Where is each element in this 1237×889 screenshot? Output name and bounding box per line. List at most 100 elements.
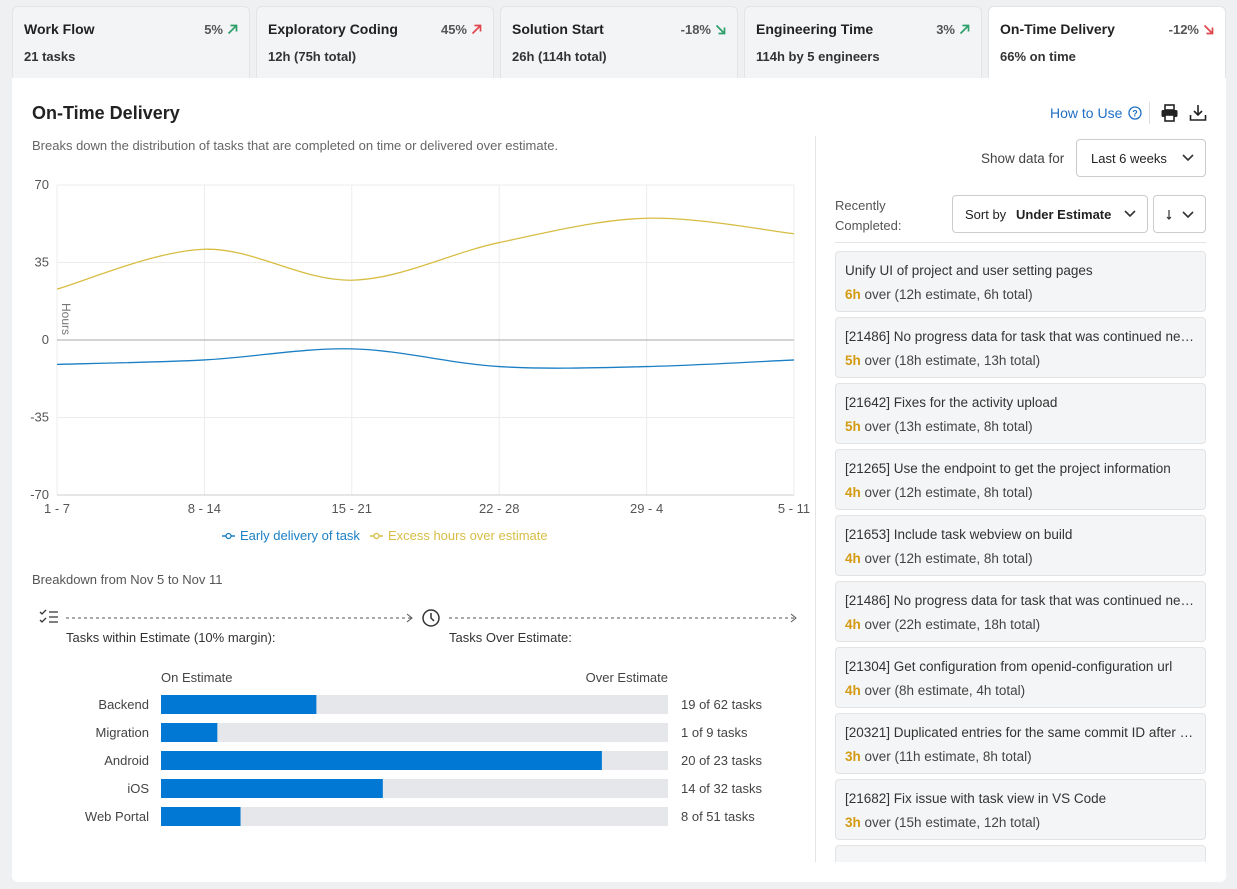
task-hours: 5h <box>845 419 861 434</box>
tab-title: On-Time Delivery <box>1000 21 1115 37</box>
bar-category: Android <box>104 753 149 768</box>
task-item[interactable]: [21486] No progress data for task that w… <box>835 581 1206 642</box>
bar-value-label: 19 of 62 tasks <box>681 697 762 712</box>
bar-value-label: 20 of 23 tasks <box>681 753 762 768</box>
bar-header-left: On Estimate <box>161 670 233 685</box>
tab[interactable]: Exploratory Coding 45% 12h (75h total) <box>256 6 494 78</box>
task-hours: 4h <box>845 683 861 698</box>
print-button[interactable] <box>1160 104 1179 122</box>
x-tick-label: 8 - 14 <box>188 501 221 516</box>
bar-category: iOS <box>127 781 149 796</box>
trend-arrow <box>959 24 970 35</box>
task-detail-text: over (22h estimate, 18h total) <box>864 617 1041 632</box>
how-to-use-link[interactable]: How to Use ? <box>1050 105 1142 121</box>
task-hours: 3h <box>845 749 861 764</box>
y-tick-label: -70 <box>30 487 49 502</box>
bar-value-label: 1 of 9 tasks <box>681 725 748 740</box>
task-detail: 4h over (12h estimate, 8h total) <box>845 485 1033 500</box>
tab-change: 5% <box>204 22 223 37</box>
task-title: [21682] Fix issue with task view in VS C… <box>845 791 1107 806</box>
bar <box>161 779 383 798</box>
task-detail-text: over (12h estimate, 8h total) <box>864 485 1033 500</box>
task-detail: 4h over (22h estimate, 18h total) <box>845 617 1040 632</box>
task-hours: 3h <box>845 815 861 830</box>
x-tick-label: 5 - 11 <box>778 501 810 516</box>
task-detail: 5h over (13h estimate, 8h total) <box>845 419 1033 434</box>
tab-title: Exploratory Coding <box>268 21 398 37</box>
task-item[interactable]: [21653] Include task webview on build 4h … <box>835 515 1206 576</box>
task-title: [21653] Include task webview on build <box>845 527 1073 542</box>
tab[interactable]: Engineering Time 3% 114h by 5 engineers <box>744 6 982 78</box>
range-dropdown[interactable]: Last 6 weeks <box>1076 139 1206 177</box>
trend-arrow <box>471 24 482 35</box>
task-title: Unify UI of project and user setting pag… <box>845 263 1093 278</box>
task-item[interactable]: [21486] No progress data for task that w… <box>835 317 1206 378</box>
task-detail-text: over (11h estimate, 8h total) <box>864 749 1032 764</box>
task-detail-text: over (18h estimate, 13h total) <box>864 353 1041 368</box>
bar <box>161 751 602 770</box>
recent-label: Recently Completed: <box>835 198 902 233</box>
y-axis-label: Hours <box>59 303 73 335</box>
tab-change: 45% <box>440 22 467 37</box>
tab-title: Engineering Time <box>756 21 874 37</box>
breakdown-flow <box>39 609 797 627</box>
recent-list: Unify UI of project and user setting pag… <box>835 251 1206 862</box>
column-divider <box>815 136 816 862</box>
y-tick-label: 70 <box>35 177 49 192</box>
bar-value-label: 8 of 51 tasks <box>681 809 755 824</box>
sort-direction[interactable] <box>1153 195 1206 233</box>
arrow-path <box>471 24 482 35</box>
bar-category: Web Portal <box>85 809 149 824</box>
bar <box>161 695 317 714</box>
bar <box>161 807 241 826</box>
panel-title: On-Time Delivery <box>32 103 180 123</box>
tab-subtitle: 21 tasks <box>24 49 76 64</box>
bar-track <box>161 723 668 742</box>
tab[interactable]: Solution Start -18% 26h (114h total) <box>500 6 738 78</box>
task-title: [21486] No progress data for task that w… <box>845 593 1197 608</box>
task-title: [21486] No progress data for task that w… <box>845 329 1197 344</box>
legend-marker <box>373 532 380 540</box>
arrow-path <box>227 24 238 35</box>
bar-category: Backend <box>98 697 149 712</box>
bar-header-right: Over Estimate <box>586 670 668 685</box>
task-detail: 4h over (8h estimate, 4h total) <box>845 683 1025 698</box>
arrow-path <box>1203 24 1214 35</box>
bar-value-label: 14 of 32 tasks <box>681 781 762 796</box>
trend-arrow <box>715 24 726 35</box>
task-item[interactable]: [20321] Duplicated entries for the same … <box>835 713 1206 774</box>
legend-label: Excess hours over estimate <box>388 528 548 543</box>
trend-arrow <box>1203 24 1214 35</box>
tab-title: Work Flow <box>24 21 95 37</box>
task-detail-text: over (8h estimate, 4h total) <box>864 683 1026 698</box>
task-detail: 5h over (18h estimate, 13h total) <box>845 353 1040 368</box>
task-detail-text: over (13h estimate, 8h total) <box>864 419 1033 434</box>
divider <box>1149 102 1150 124</box>
within-label: Tasks within Estimate (10% margin): <box>66 630 276 645</box>
download-button[interactable] <box>1189 104 1207 122</box>
task-detail-text: over (15h estimate, 12h total) <box>864 815 1041 830</box>
trend-arrow <box>227 24 238 35</box>
task-item[interactable]: [21304] Get configuration from openid-co… <box>835 647 1206 708</box>
y-tick-label: 0 <box>42 332 49 347</box>
x-tick-label: 29 - 4 <box>630 501 663 516</box>
task-title: [21642] Fixes for the activity upload <box>845 395 1058 410</box>
sort-field: Under Estimate <box>1016 207 1112 222</box>
sort-dropdown[interactable]: Sort by Under Estimate <box>952 195 1148 233</box>
tab[interactable]: On-Time Delivery -12% 66% on time <box>988 6 1226 78</box>
task-hours: 4h <box>845 551 861 566</box>
tab-change: -18% <box>680 22 711 37</box>
task-item[interactable]: [21265] Use the endpoint to get the proj… <box>835 449 1206 510</box>
task-item[interactable]: [21682] Fix issue with task view in VS C… <box>835 779 1206 840</box>
arrow-path <box>959 24 970 35</box>
breakdown-title: Breakdown from Nov 5 to Nov 11 <box>32 572 223 587</box>
task-item[interactable]: [21642] Fixes for the activity upload 5h … <box>835 383 1206 444</box>
chevron <box>1124 210 1136 218</box>
tab-subtitle: 26h (114h total) <box>512 49 607 64</box>
y-tick-label: -35 <box>30 410 49 425</box>
separator <box>835 242 1206 243</box>
tab[interactable]: Work Flow 5% 21 tasks <box>12 6 250 78</box>
how-to-use-text: How to Use <box>1050 105 1123 121</box>
task-item[interactable]: Unify UI of project and user setting pag… <box>835 251 1206 312</box>
